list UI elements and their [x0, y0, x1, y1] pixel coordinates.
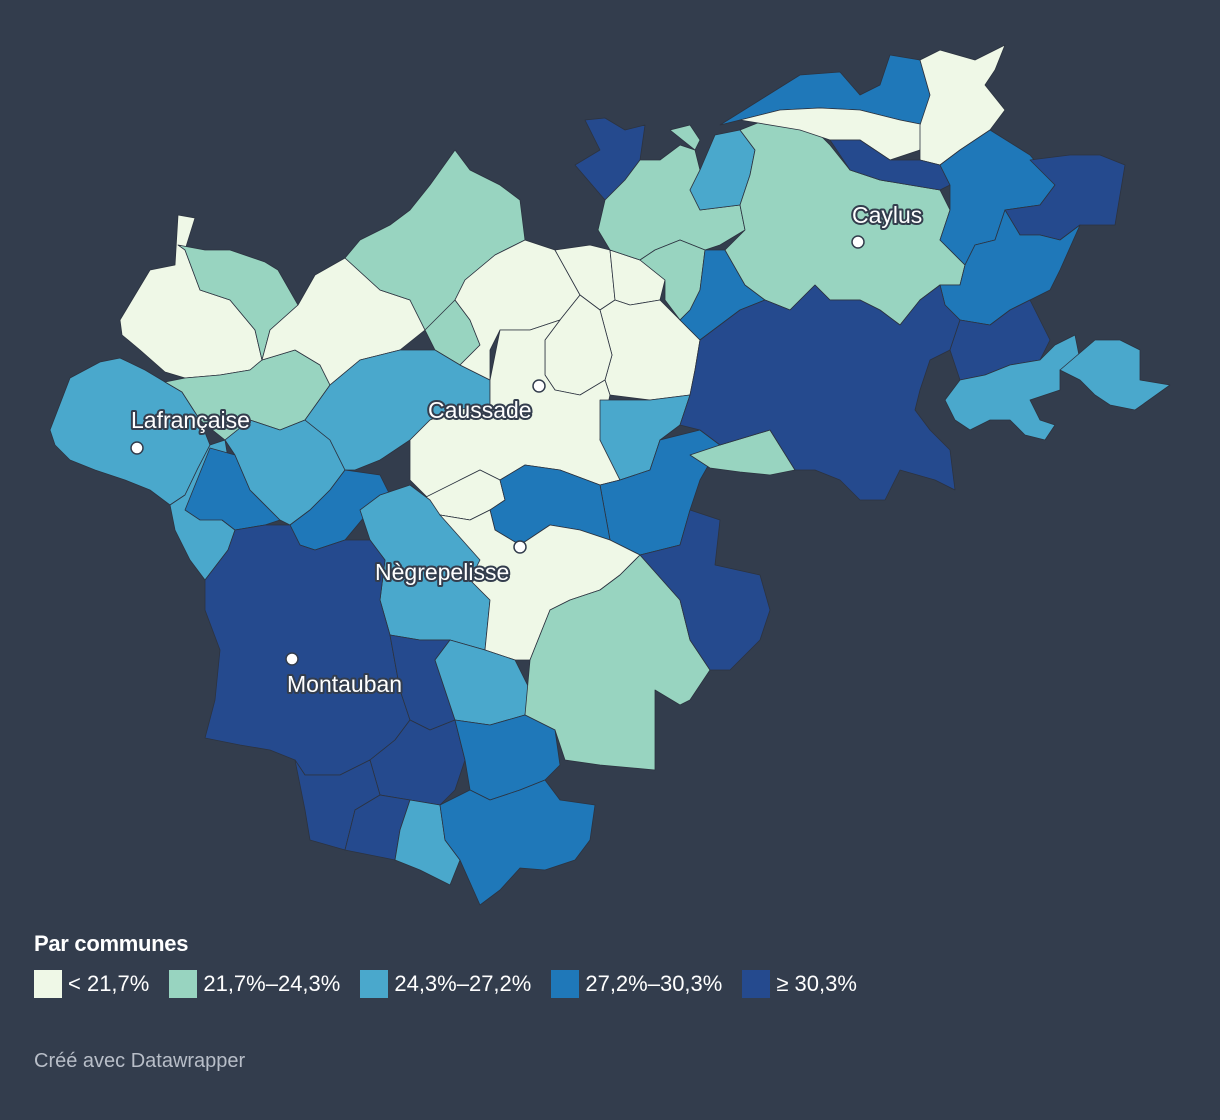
- legend-item[interactable]: < 21,7%: [34, 970, 149, 998]
- legend-item[interactable]: 27,2%–30,3%: [551, 970, 722, 998]
- legend-label: ≥ 30,3%: [776, 971, 857, 996]
- legend-item[interactable]: ≥ 30,3%: [742, 970, 857, 998]
- legend: < 21,7% 21,7%–24,3% 24,3%–27,2% 27,2%–30…: [34, 970, 877, 998]
- choropleth-map: [49, 44, 1171, 906]
- legend-swatch: [551, 970, 580, 998]
- legend-label: 27,2%–30,3%: [585, 971, 723, 996]
- legend-item[interactable]: 21,7%–24,3%: [169, 970, 340, 998]
- legend-swatch: [360, 970, 389, 998]
- legend-swatch: [169, 970, 198, 998]
- commune[interactable]: [184, 447, 281, 531]
- commune[interactable]: [1059, 339, 1171, 411]
- commune[interactable]: [204, 524, 411, 776]
- commune[interactable]: [439, 779, 596, 906]
- commune[interactable]: [669, 124, 701, 151]
- commune[interactable]: [919, 44, 1006, 166]
- commune[interactable]: [344, 149, 526, 331]
- legend-swatch: [34, 970, 62, 998]
- commune[interactable]: [639, 509, 771, 671]
- commune[interactable]: [679, 284, 961, 501]
- legend-swatch: [742, 970, 771, 998]
- credit-text[interactable]: Créé avec Datawrapper: [34, 1050, 246, 1072]
- legend-label: < 21,7%: [68, 971, 150, 996]
- commune[interactable]: [524, 554, 711, 771]
- legend-label: 21,7%–24,3%: [203, 971, 341, 996]
- commune[interactable]: [944, 334, 1081, 441]
- legend-title: Par communes: [34, 931, 189, 956]
- legend-item[interactable]: 24,3%–27,2%: [360, 970, 531, 998]
- legend-label: 24,3%–27,2%: [394, 971, 532, 996]
- commune[interactable]: [949, 299, 1051, 381]
